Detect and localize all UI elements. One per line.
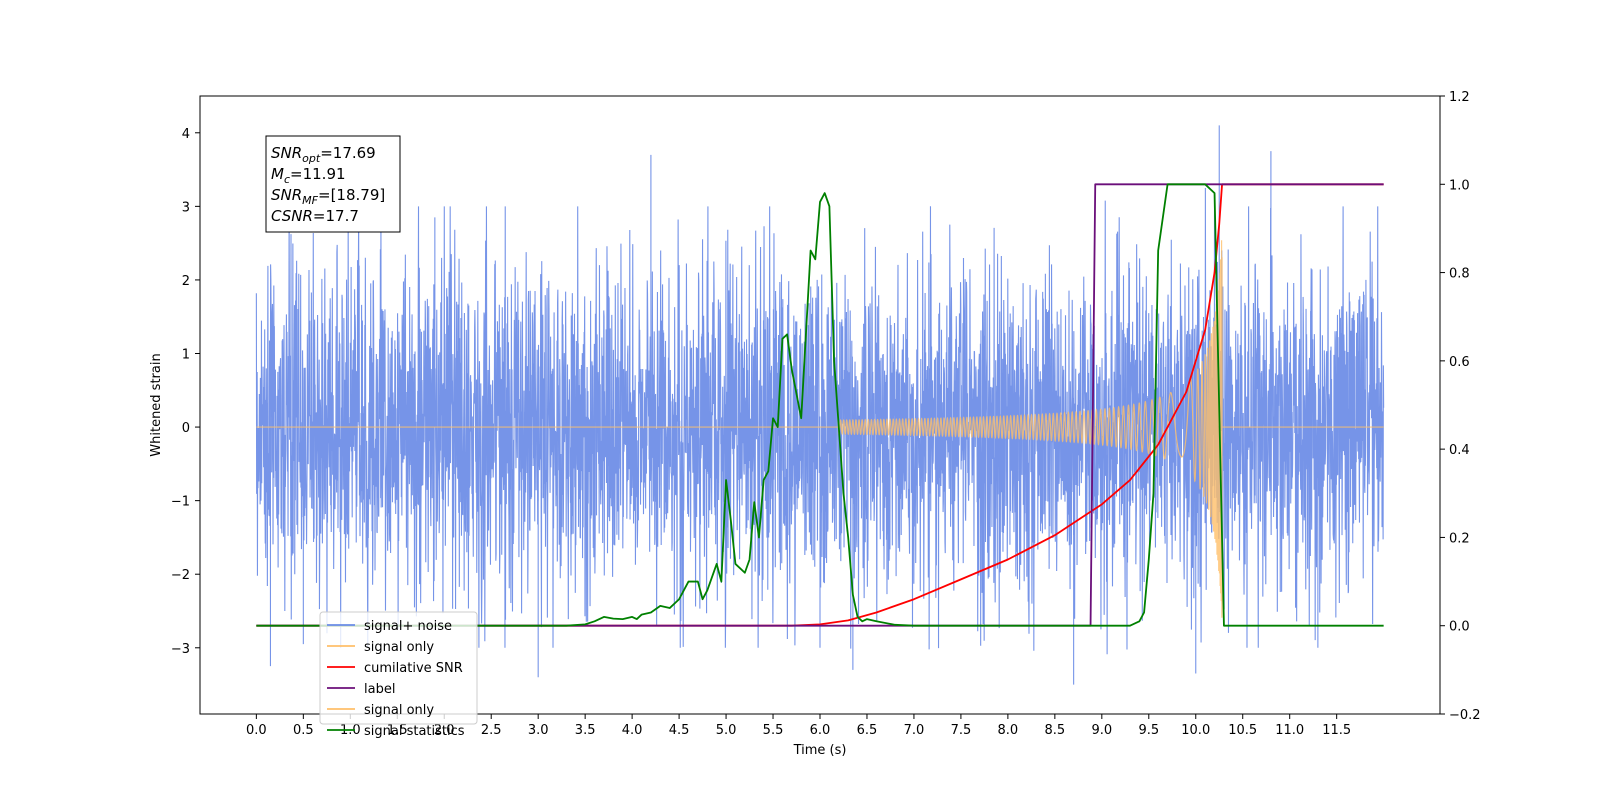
annotation-line: SNRMF=[18.79] xyxy=(271,186,385,207)
x-tick-label: 8.0 xyxy=(998,723,1019,738)
y-right-tick-label: 0.4 xyxy=(1449,443,1470,458)
x-tick-label: 11.0 xyxy=(1275,723,1304,738)
annotation-line: SNRopt=17.69 xyxy=(271,144,376,165)
y-right-tick-label: 0.8 xyxy=(1449,267,1470,282)
annotation-subscript: c xyxy=(284,173,290,186)
annotation-value: =11.91 xyxy=(290,165,346,183)
x-tick-label: 7.0 xyxy=(904,723,925,738)
y-right-tick-label: 0.0 xyxy=(1449,620,1470,635)
annotation-value: =17.7 xyxy=(313,207,359,225)
y-axis-left-ticks: −3 −2 −1 0 1 2 3 4 xyxy=(171,127,200,657)
x-axis-label: Time (s) xyxy=(793,743,847,758)
x-tick-label: 5.5 xyxy=(763,723,784,738)
x-tick-label: 2.5 xyxy=(481,723,502,738)
x-tick-label: 7.5 xyxy=(951,723,972,738)
legend-entry-label: label xyxy=(364,682,395,697)
x-tick-label: 6.0 xyxy=(810,723,831,738)
annotation-value: =17.69 xyxy=(320,144,376,162)
x-tick-label: 4.0 xyxy=(622,723,643,738)
y-left-tick-label: 4 xyxy=(182,127,190,142)
x-axis-ticks: 0.0 0.5 1.0 1.5 2.0 2.5 3.0 3.5 4.0 4.5 5.0 5.5 6.0 6… xyxy=(246,714,1351,738)
y-right-tick-label: −0.2 xyxy=(1449,708,1481,723)
right-axis-series xyxy=(256,183,1384,627)
signal-only-series xyxy=(256,240,1384,618)
annotation-symbol: CSNR xyxy=(271,207,313,225)
y-axis-right-ticks: −0.2 0.0 0.2 0.4 0.6 0.8 1.0 1.2 xyxy=(1440,90,1481,723)
annotation-symbol: M xyxy=(271,165,284,183)
legend-entry-label: signal only xyxy=(364,640,434,655)
legend: signal+ noise signal only cumilative SNR la… xyxy=(319,611,478,739)
y-left-tick-label: −1 xyxy=(171,495,190,510)
x-tick-label: 10.0 xyxy=(1181,723,1210,738)
x-tick-label: 10.5 xyxy=(1228,723,1257,738)
series-signal-noise-line xyxy=(255,125,1385,685)
y-left-tick-label: −3 xyxy=(171,642,190,657)
series-signal-only-line xyxy=(256,240,1384,618)
x-tick-label: 5.0 xyxy=(716,723,737,738)
y-left-tick-label: 2 xyxy=(182,274,190,289)
annotation-subscript: MF xyxy=(302,194,318,207)
series-label-line xyxy=(256,183,1384,627)
legend-entry-label: signal only xyxy=(364,703,434,718)
annotation-value: =[18.79] xyxy=(318,186,385,204)
x-tick-label: 3.0 xyxy=(528,723,549,738)
legend-frame xyxy=(319,611,478,725)
x-tick-label: 11.5 xyxy=(1322,723,1351,738)
x-tick-label: 9.0 xyxy=(1091,723,1112,738)
series-signal-statistics-line xyxy=(256,183,1384,627)
y-right-tick-label: 1.2 xyxy=(1449,90,1470,105)
x-tick-label: 9.5 xyxy=(1138,723,1159,738)
x-tick-label: 2.0 xyxy=(434,723,455,738)
x-tick-label: 0.0 xyxy=(246,723,267,738)
legend-entry-label: signal statistics xyxy=(364,724,465,739)
y-axis-label: Whitened strain xyxy=(149,353,164,456)
y-left-tick-label: 1 xyxy=(182,348,190,363)
series-cumilative-snr-line xyxy=(256,183,1384,627)
legend-entry-label: cumilative SNR xyxy=(364,661,463,676)
x-tick-label: 8.5 xyxy=(1045,723,1066,738)
y-right-tick-label: 0.6 xyxy=(1449,355,1470,370)
y-left-tick-label: 0 xyxy=(182,421,190,436)
x-tick-label: 1.5 xyxy=(387,723,408,738)
x-tick-label: 6.5 xyxy=(857,723,878,738)
annotation-frame xyxy=(265,135,401,233)
annotation-box: SNRopt=17.69Mc=11.91SNRMF=[18.79]CSNR=17… xyxy=(265,135,401,233)
y-left-tick-label: 3 xyxy=(182,200,190,215)
y-left-tick-label: −2 xyxy=(171,568,190,583)
x-tick-label: 3.5 xyxy=(575,723,596,738)
annotation-line: Mc=11.91 xyxy=(271,165,346,186)
noise-series xyxy=(255,125,1385,685)
annotation-symbol: SNR xyxy=(271,144,302,162)
x-tick-label: 4.5 xyxy=(669,723,690,738)
annotation-subscript: opt xyxy=(302,152,321,165)
legend-entry-label: signal+ noise xyxy=(364,619,452,634)
annotation-symbol: SNR xyxy=(271,186,302,204)
annotation-line: CSNR=17.7 xyxy=(271,207,359,225)
y-right-tick-label: 0.2 xyxy=(1449,531,1470,546)
y-right-tick-label: 1.0 xyxy=(1449,178,1470,193)
x-tick-label: 0.5 xyxy=(293,723,314,738)
